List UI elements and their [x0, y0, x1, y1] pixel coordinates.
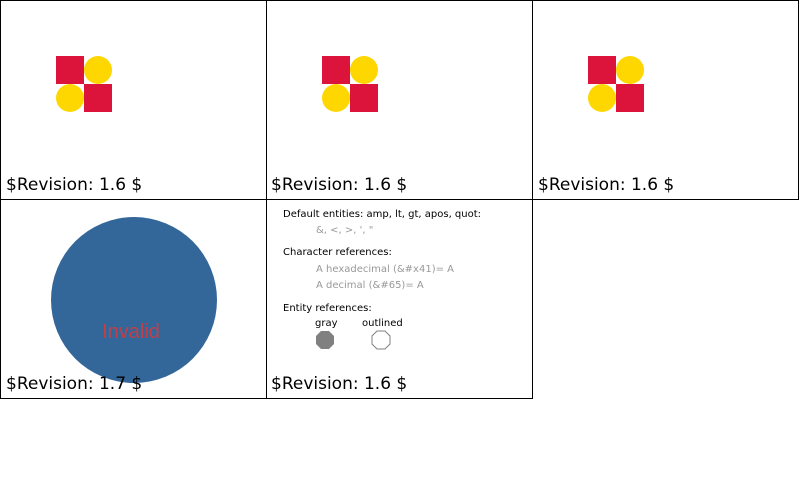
invalid-text: Invalid — [102, 321, 160, 343]
yellow-circle — [588, 84, 616, 112]
yellow-circle — [84, 56, 112, 84]
shapes-graphic: $Revision: 1.6 $ — [6, 56, 142, 195]
yellow-circle — [322, 84, 350, 112]
circle-graphic: Invalid $Revision: 1.7 $ — [6, 217, 217, 394]
red-square — [616, 84, 644, 112]
test-panel-1: $Revision: 1.6 $ — [0, 0, 267, 200]
revision-label: $Revision: 1.6 $ — [271, 175, 407, 195]
red-square — [322, 56, 350, 84]
char-ref-dec: A decimal (&#65)= A — [316, 280, 424, 291]
shapes-graphic: $Revision: 1.6 $ — [538, 56, 674, 195]
default-entities-value: &, <, >, ', " — [316, 225, 373, 236]
yellow-circle — [616, 56, 644, 84]
entity-refs-label: Entity references: — [283, 303, 372, 314]
blue-circle — [51, 217, 217, 383]
red-square — [350, 84, 378, 112]
outlined-label: outlined — [362, 318, 403, 329]
test-panel-2: $Revision: 1.6 $ — [266, 0, 533, 200]
char-refs-label: Character references: — [283, 247, 392, 258]
test-panel-3: $Revision: 1.6 $ — [532, 0, 799, 200]
gray-octagon — [316, 331, 334, 349]
test-panel-5: Default entities: amp, lt, gt, apos, quo… — [266, 199, 533, 399]
red-square — [84, 84, 112, 112]
entities-graphic: Default entities: amp, lt, gt, apos, quo… — [271, 209, 481, 394]
shapes-graphic: $Revision: 1.6 $ — [271, 56, 407, 195]
char-ref-hex: A hexadecimal (&#x41)= A — [316, 264, 454, 275]
test-panel-4: Invalid $Revision: 1.7 $ — [0, 199, 267, 399]
default-entities-label: Default entities: amp, lt, gt, apos, quo… — [283, 209, 481, 220]
revision-label: $Revision: 1.7 $ — [6, 374, 142, 394]
outlined-octagon — [371, 330, 391, 350]
gray-label: gray — [315, 318, 338, 329]
red-square — [588, 56, 616, 84]
revision-label: $Revision: 1.6 $ — [271, 374, 407, 394]
revision-label: $Revision: 1.6 $ — [538, 175, 674, 195]
yellow-circle — [350, 56, 378, 84]
yellow-circle — [56, 84, 84, 112]
revision-label: $Revision: 1.6 $ — [6, 175, 142, 195]
red-square — [56, 56, 84, 84]
